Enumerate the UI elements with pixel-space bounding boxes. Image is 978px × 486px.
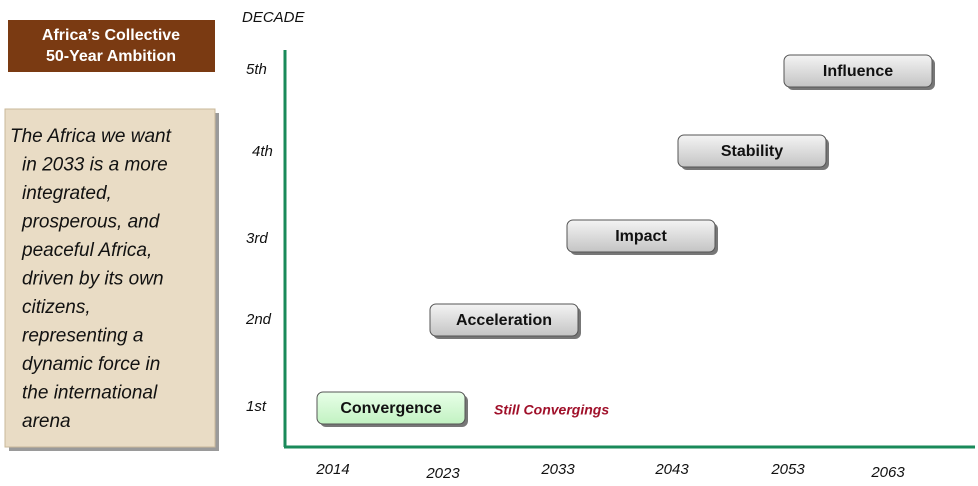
year-label: 2033: [540, 461, 575, 478]
title-line: 50-Year Ambition: [46, 48, 176, 65]
phase-box: [677, 134, 827, 168]
title-box: [8, 20, 215, 72]
year-label: 2063: [870, 464, 905, 481]
vision-line: The Africa we want: [10, 126, 172, 147]
phase-label: Acceleration: [456, 312, 552, 329]
vision-line: driven by its own: [22, 269, 164, 290]
decade-label: 5th: [246, 61, 267, 78]
phase-label: Impact: [615, 228, 667, 245]
phase-box: [783, 54, 933, 88]
phase-label: Convergence: [340, 400, 441, 417]
phase-box: [316, 391, 466, 425]
year-label: 2023: [425, 465, 460, 481]
vision-line: citizens,: [22, 297, 91, 318]
phase-box: [429, 303, 579, 337]
decade-label: 2nd: [245, 311, 272, 328]
vision-line: integrated,: [22, 183, 112, 204]
y-axis-label: DECADE: [242, 9, 306, 26]
title-line: Africa’s Collective: [42, 27, 180, 44]
phase-box: [566, 219, 716, 253]
vision-line: prosperous, and: [21, 212, 161, 233]
vision-line: peaceful Africa,: [21, 240, 152, 261]
year-label: 2053: [770, 461, 805, 478]
annotation: Still Convergings: [494, 402, 609, 418]
phase-label: Stability: [721, 143, 783, 160]
vision-line: the international: [22, 383, 158, 404]
vision-line: in 2033 is a more: [22, 155, 168, 176]
decade-label: 4th: [252, 143, 273, 160]
vision-line: arena: [22, 411, 71, 432]
year-label: 2014: [315, 461, 349, 478]
vision-line: representing a: [22, 326, 143, 347]
phase-label: Influence: [823, 63, 893, 80]
year-label: 2043: [654, 461, 689, 478]
decade-label: 3rd: [246, 230, 268, 247]
decade-label: 1st: [246, 398, 267, 415]
vision-box: [4, 108, 216, 448]
vision-line: dynamic force in: [22, 354, 160, 375]
